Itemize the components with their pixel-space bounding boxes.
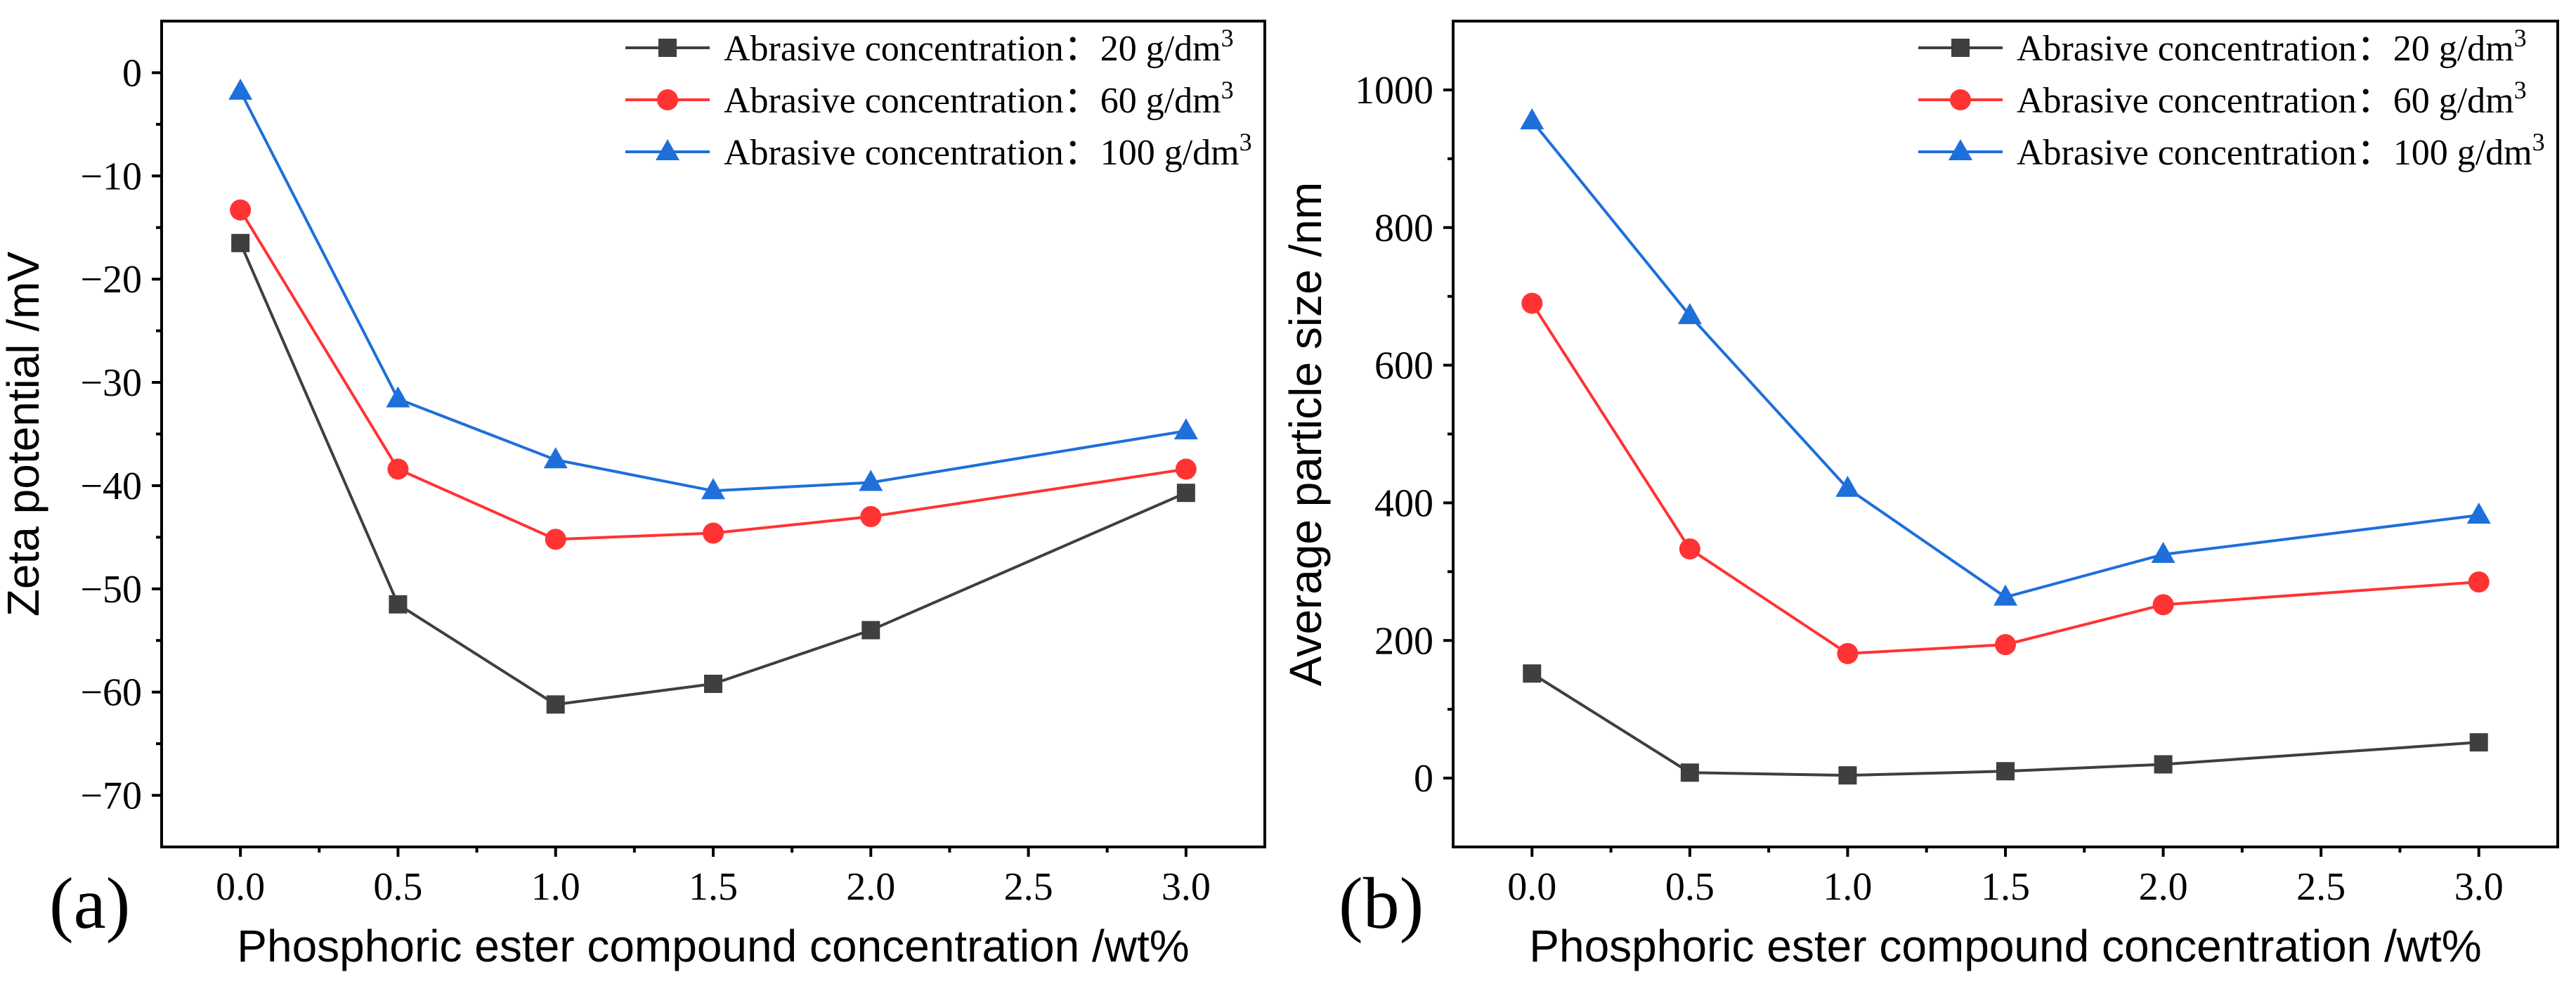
y-tick-label: −50 <box>80 568 142 611</box>
x-tick-label: 0.0 <box>216 865 265 909</box>
y-tick-label: −10 <box>80 155 142 198</box>
data-point <box>543 447 568 469</box>
data-point <box>228 78 253 100</box>
legend-label: Abrasive concentration：60 g/dm3 <box>2017 76 2527 121</box>
x-tick-label: 3.0 <box>1162 865 1211 909</box>
data-point <box>1521 292 1543 314</box>
series-line <box>239 242 1187 706</box>
data-point <box>2152 594 2174 616</box>
series-line <box>239 90 1187 493</box>
data-point <box>1677 303 1702 325</box>
y-tick-label: −40 <box>80 465 142 508</box>
data-point <box>860 506 882 527</box>
x-tick-label: 2.5 <box>2296 865 2346 909</box>
y-axis-label: Average particle size /nm <box>1280 182 1331 686</box>
y-tick-label: −30 <box>80 361 142 405</box>
x-tick-label: 1.0 <box>1823 865 1872 909</box>
legend-label: Abrasive concentration：60 g/dm3 <box>724 76 1234 121</box>
x-tick-label: 2.5 <box>1004 865 1053 909</box>
x-axis-label: Phosphoric ester compound concentration … <box>1529 921 2481 971</box>
data-point <box>1837 642 1859 664</box>
data-point <box>545 529 566 550</box>
legend-marker <box>657 89 678 110</box>
x-tick-label: 2.0 <box>846 865 895 909</box>
data-point <box>1835 475 1860 497</box>
legend-label: Abrasive concentration：100 g/dm3 <box>2017 128 2545 173</box>
x-tick-label: 1.5 <box>1981 865 2030 909</box>
y-tick-label: 400 <box>1374 481 1433 525</box>
data-point <box>704 674 722 693</box>
series-line <box>1530 119 2479 599</box>
y-tick-label: −60 <box>80 671 142 715</box>
y-tick-label: 200 <box>1374 619 1433 663</box>
y-axis-label: Zeta potential /mV <box>0 252 48 617</box>
y-tick-label: 0 <box>1414 757 1433 801</box>
series-line <box>1531 672 2479 777</box>
data-point <box>1523 664 1542 683</box>
data-point <box>1995 634 2016 656</box>
data-point <box>1520 108 1544 129</box>
data-point <box>703 522 724 544</box>
legend-marker <box>1950 89 1971 110</box>
data-point <box>1680 763 1699 782</box>
data-point <box>230 199 252 221</box>
y-tick-label: −70 <box>80 775 142 818</box>
x-tick-label: 0.0 <box>1507 865 1556 909</box>
data-point <box>1175 458 1197 480</box>
chart-panel-b: 0.0 0.5 1.0 1.5 2.0 2.5 3.0 0 200 400 600 800 1000 Ph… <box>1280 20 2559 971</box>
y-tick-label: 1000 <box>1355 69 1433 112</box>
series-line <box>239 209 1187 541</box>
y-tick-label: 800 <box>1374 207 1433 250</box>
x-tick-label: 3.0 <box>2454 865 2504 909</box>
panel-label: (b) <box>1339 863 1424 944</box>
legend-label: Abrasive concentration：20 g/dm3 <box>724 24 1234 69</box>
data-point <box>231 233 250 252</box>
data-point <box>701 478 725 500</box>
x-tick-label: 1.0 <box>531 865 580 909</box>
y-tick-label: −20 <box>80 258 142 302</box>
data-point <box>389 595 408 614</box>
panel-label: (a) <box>49 863 130 944</box>
y-tick-label: 600 <box>1374 344 1433 388</box>
data-point <box>1173 418 1198 440</box>
data-point <box>2154 755 2173 774</box>
data-point <box>1838 766 1857 785</box>
data-point <box>861 621 880 640</box>
data-point <box>387 458 409 480</box>
x-tick-label: 2.0 <box>2139 865 2188 909</box>
legend-label: Abrasive concentration：20 g/dm3 <box>2017 24 2527 69</box>
legend-marker <box>1949 139 1972 160</box>
data-point <box>859 470 883 491</box>
data-point <box>546 695 565 714</box>
data-point <box>2469 733 2488 752</box>
data-point <box>1679 538 1700 560</box>
data-point <box>1176 484 1195 503</box>
legend-marker <box>1951 39 1970 57</box>
series-line <box>1530 302 2479 655</box>
data-point <box>1993 584 2017 606</box>
data-point <box>2151 541 2175 563</box>
x-axis-label: Phosphoric ester compound concentration … <box>237 921 1189 971</box>
legend-label: Abrasive concentration：100 g/dm3 <box>724 128 1252 173</box>
legend-marker <box>658 39 677 57</box>
x-tick-label: 1.5 <box>689 865 738 909</box>
chart-panel-a: 0.0 0.5 1.0 1.5 2.0 2.5 3.0 0 −10 −20 −30 −40 −50 −60… <box>0 20 1266 971</box>
data-point <box>1996 762 2015 781</box>
y-tick-label: 0 <box>122 51 142 95</box>
data-point <box>2466 503 2491 524</box>
data-point <box>386 386 410 408</box>
x-tick-label: 0.5 <box>1665 865 1715 909</box>
data-point <box>2468 571 2490 593</box>
legend-marker <box>656 139 679 160</box>
x-tick-label: 0.5 <box>373 865 422 909</box>
